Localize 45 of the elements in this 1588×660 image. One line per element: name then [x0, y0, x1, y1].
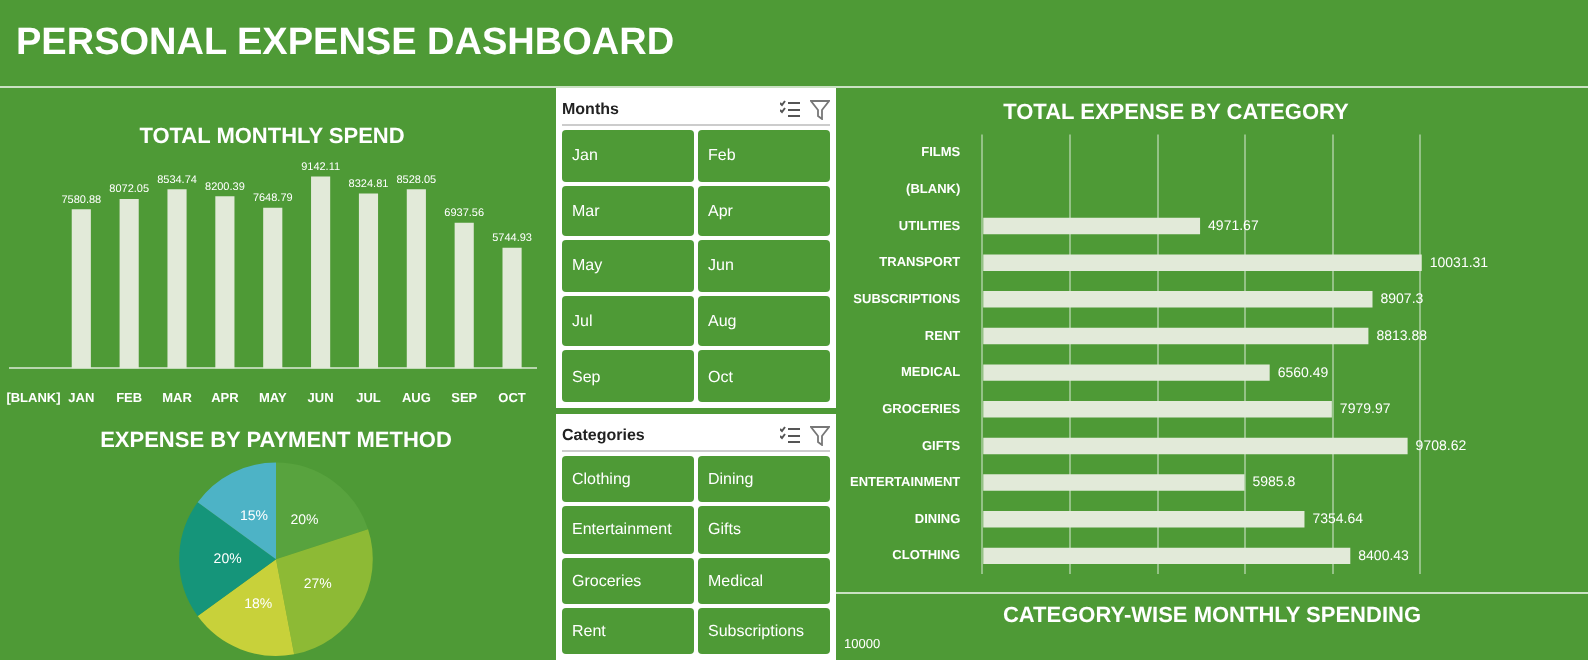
bar	[263, 207, 283, 369]
bar	[983, 364, 1270, 381]
text: May	[562, 240, 694, 292]
text: Mar	[562, 185, 694, 237]
bar	[983, 254, 1422, 271]
bar	[983, 217, 1201, 235]
bar	[983, 401, 1332, 418]
bar	[406, 189, 426, 369]
bar	[167, 189, 187, 369]
bar	[311, 176, 331, 369]
text: Rent	[562, 607, 694, 654]
bar	[983, 327, 1369, 345]
bar	[358, 193, 379, 369]
text: Feb	[698, 130, 830, 182]
bar	[119, 198, 139, 369]
chart-title: TOTAL MONTHLY SPEND	[139, 125, 405, 150]
chart-title: TOTAL EXPENSE BY CATEGORY	[1003, 101, 1351, 126]
text: Apr	[698, 185, 830, 237]
text: CATEGORY-WISE MONTHLY SPENDING	[1000, 602, 1424, 628]
bar	[983, 547, 1351, 565]
chart-title: EXPENSE BY PAYMENT METHOD	[100, 429, 452, 454]
text: Jun	[698, 240, 830, 292]
text: PERSONAL EXPENSE DASHBOARD	[16, 21, 675, 65]
bar	[454, 222, 474, 369]
text: Clothing	[562, 456, 694, 503]
bar	[215, 196, 235, 369]
text: Medical	[698, 557, 830, 604]
text: Jan	[562, 130, 694, 182]
bar	[502, 247, 522, 369]
bar	[983, 474, 1245, 491]
text: Categories	[562, 426, 645, 444]
text: Months	[562, 100, 619, 118]
text: Groceries	[562, 557, 694, 604]
text: Entertainment	[562, 506, 694, 553]
text: Aug	[698, 295, 830, 347]
text: Dining	[698, 456, 830, 503]
text: Sep	[562, 350, 694, 402]
bar	[983, 437, 1408, 455]
bar	[983, 510, 1305, 528]
text: Gifts	[698, 506, 830, 553]
text: Oct	[698, 350, 830, 402]
bar	[983, 291, 1373, 308]
bar	[71, 209, 91, 369]
text: Jul	[562, 295, 694, 347]
text: Subscriptions	[698, 607, 830, 654]
